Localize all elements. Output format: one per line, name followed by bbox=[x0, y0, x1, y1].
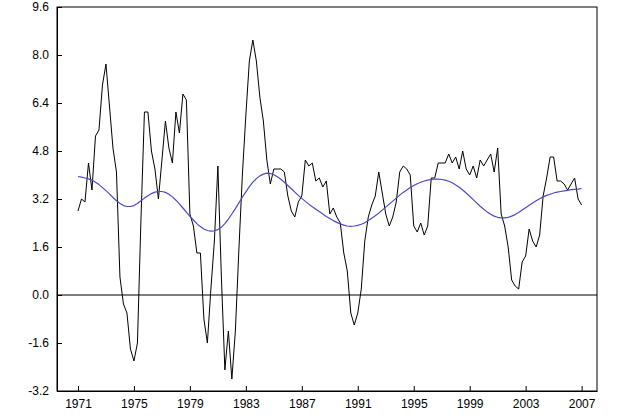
y-tick: 1.6 bbox=[32, 240, 62, 254]
x-tick-label: 1991 bbox=[345, 397, 372, 411]
y-tick-mark bbox=[57, 343, 62, 344]
y-tick: 8.0 bbox=[32, 48, 62, 62]
y-tick-mark bbox=[57, 199, 62, 200]
y-tick: 6.4 bbox=[32, 96, 62, 110]
x-tick-mark bbox=[526, 386, 527, 391]
y-tick-mark bbox=[57, 151, 62, 152]
y-tick-label: 0.0 bbox=[32, 288, 49, 302]
plot: -3.2-1.60.01.63.24.86.48.09.619711975197… bbox=[28, 0, 597, 410]
x-tick: 1999 bbox=[457, 386, 484, 411]
x-tick: 1983 bbox=[233, 386, 260, 411]
y-tick-label: 8.0 bbox=[32, 48, 49, 62]
x-axis-line bbox=[58, 391, 598, 392]
x-tick: 1971 bbox=[65, 386, 92, 411]
x-tick: 2007 bbox=[569, 386, 596, 411]
x-tick-mark bbox=[246, 386, 247, 391]
y-tick: -1.6 bbox=[28, 336, 62, 350]
y-tick-label: 6.4 bbox=[32, 96, 49, 110]
x-tick-mark bbox=[470, 386, 471, 391]
y-tick-label: -3.2 bbox=[28, 384, 49, 398]
x-tick-label: 2007 bbox=[569, 397, 596, 411]
x-tick-mark bbox=[582, 386, 583, 391]
x-tick-mark bbox=[302, 386, 303, 391]
y-tick-mark bbox=[57, 103, 62, 104]
x-tick: 1991 bbox=[345, 386, 372, 411]
chart: -3.2-1.60.01.63.24.86.48.09.619711975197… bbox=[0, 0, 619, 419]
y-tick-label: -1.6 bbox=[28, 336, 49, 350]
y-tick-mark bbox=[57, 247, 62, 248]
plot-frame bbox=[57, 7, 597, 391]
y-tick-label: 4.8 bbox=[32, 144, 49, 158]
y-tick: 9.6 bbox=[32, 0, 62, 14]
x-tick: 1995 bbox=[401, 386, 428, 411]
x-tick-label: 1983 bbox=[233, 397, 260, 411]
y-tick: 4.8 bbox=[32, 144, 62, 158]
x-axis: 1971 1975 1979 1983 1987 1991 1995 1999 2003 2007 bbox=[58, 386, 598, 411]
x-tick: 2003 bbox=[513, 386, 540, 411]
y-tick-mark bbox=[57, 55, 62, 56]
series-line bbox=[78, 40, 582, 379]
x-tick-label: 1971 bbox=[65, 397, 92, 411]
y-tick-label: 3.2 bbox=[32, 192, 49, 206]
x-tick: 1975 bbox=[121, 386, 148, 411]
x-tick-label: 1999 bbox=[457, 397, 484, 411]
series-group bbox=[78, 40, 582, 379]
x-tick: 1979 bbox=[177, 386, 204, 411]
y-tick-mark bbox=[57, 7, 62, 8]
x-tick-mark bbox=[358, 386, 359, 391]
series-line bbox=[78, 173, 582, 231]
x-tick-label: 2003 bbox=[513, 397, 540, 411]
y-tick: -3.2 bbox=[28, 384, 62, 398]
x-tick-label: 1975 bbox=[121, 397, 148, 411]
x-tick-label: 1979 bbox=[177, 397, 204, 411]
x-tick-mark bbox=[190, 386, 191, 391]
x-tick-mark bbox=[134, 386, 135, 391]
y-tick: 3.2 bbox=[32, 192, 62, 206]
x-tick-mark bbox=[78, 386, 79, 391]
y-axis: -3.2 -1.6 0.0 1.6 3.2 4.8 6.4 8.0 9.6 bbox=[28, 0, 62, 398]
y-tick-label: 1.6 bbox=[32, 240, 49, 254]
zero-line bbox=[57, 295, 597, 296]
x-tick-mark bbox=[414, 386, 415, 391]
x-tick: 1987 bbox=[289, 386, 316, 411]
y-tick-label: 9.6 bbox=[32, 0, 49, 14]
x-tick-label: 1987 bbox=[289, 397, 316, 411]
x-tick-label: 1995 bbox=[401, 397, 428, 411]
